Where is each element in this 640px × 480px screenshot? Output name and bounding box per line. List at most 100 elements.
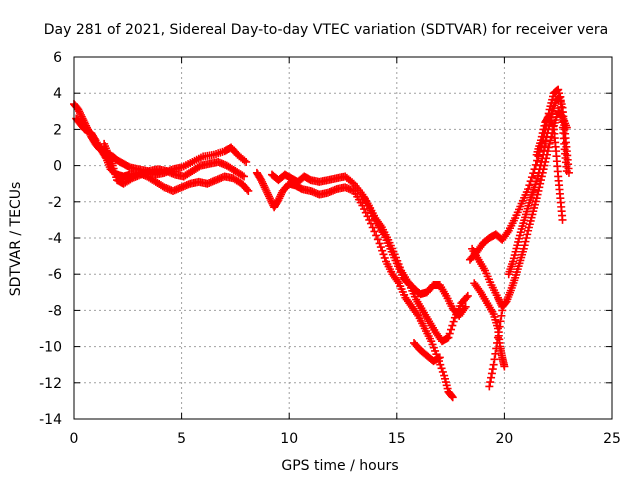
data-point [500, 362, 509, 371]
series-track-k [485, 306, 507, 391]
data-point [261, 185, 270, 194]
tick-labels: 0 5 10 15 20 25 -14 -12 -10 -8 -6 -4 -2 0 2 4 6 [39, 50, 621, 447]
y-tick-label: -6 [48, 267, 62, 283]
data-point [448, 393, 457, 402]
data-point [489, 360, 498, 369]
data-point [448, 321, 457, 330]
data-point [240, 172, 249, 181]
series-track-e [267, 170, 470, 320]
data-point [488, 365, 497, 374]
data-point [368, 223, 377, 232]
data-point [536, 176, 545, 185]
data-point [485, 382, 494, 391]
data-point [538, 129, 547, 138]
data-point [494, 328, 503, 337]
data-point [413, 310, 422, 319]
data-point [462, 293, 471, 302]
data-point [503, 228, 512, 237]
data-point [257, 176, 266, 185]
data-point [554, 85, 563, 94]
data-point [447, 392, 456, 401]
data-point [558, 215, 567, 224]
data-point [519, 244, 528, 253]
x-tick-label: 0 [70, 431, 79, 447]
data-point [258, 179, 267, 188]
data-point [435, 353, 444, 362]
data-point [486, 378, 495, 387]
data-point [537, 157, 546, 166]
data-point [527, 173, 536, 182]
data-point [379, 250, 388, 259]
data-point [498, 306, 507, 315]
data-point [521, 237, 530, 246]
data-point [445, 329, 454, 338]
data-point [493, 333, 502, 342]
data-point [495, 297, 504, 306]
data-point [373, 235, 382, 244]
data-point [274, 195, 283, 204]
data-point [493, 293, 502, 302]
data-point [494, 295, 503, 304]
data-point [372, 231, 381, 240]
data-point [537, 132, 546, 141]
data-point [490, 355, 499, 364]
series-track-d [252, 168, 457, 402]
grid-lines [74, 57, 612, 419]
y-tick-label: -10 [39, 340, 62, 356]
data-point [75, 107, 84, 116]
x-tick-label: 15 [388, 431, 406, 447]
series-track-c [100, 139, 249, 188]
y-axis-label: SDTVAR / TECUs [8, 182, 24, 297]
data-point [240, 156, 249, 165]
data-point [495, 322, 504, 331]
x-axis-label: GPS time / hours [281, 458, 398, 474]
data-point [562, 167, 571, 176]
data-point [436, 360, 445, 369]
y-tick-label: 6 [53, 50, 62, 66]
data-point [74, 105, 83, 114]
data-point [539, 146, 548, 155]
series-track-g [410, 338, 444, 366]
data-point [76, 109, 85, 118]
data-point [243, 185, 252, 194]
data-point [449, 317, 458, 326]
data-point [264, 190, 273, 199]
data-point [365, 215, 374, 224]
data-point [260, 183, 269, 192]
data-point [258, 177, 267, 186]
y-tick-label: -14 [39, 412, 62, 428]
data-point [265, 194, 274, 203]
data-point [238, 171, 247, 180]
data-point [540, 121, 549, 130]
data-point [444, 333, 453, 342]
series-track-m [532, 110, 567, 224]
data-point [536, 161, 545, 170]
x-tick-label: 20 [495, 431, 513, 447]
y-tick-label: -4 [48, 231, 62, 247]
data-point [370, 227, 379, 236]
data-point [438, 367, 447, 376]
series-track-f [360, 194, 472, 346]
data-point [541, 137, 550, 146]
y-tick-label: -8 [48, 303, 62, 319]
data-point [539, 125, 548, 134]
data-point [76, 110, 85, 119]
data-point [491, 349, 500, 358]
data-point [496, 317, 505, 326]
x-tick-label: 5 [177, 431, 186, 447]
plot-frame [73, 56, 613, 420]
y-tick-label: 2 [53, 122, 62, 138]
data-point [275, 194, 284, 203]
data-point [523, 230, 532, 239]
data-point [276, 192, 285, 201]
data-point [77, 112, 86, 121]
data-point [534, 186, 543, 195]
data-point [544, 143, 553, 152]
data-point [497, 311, 506, 320]
y-tick-label: 4 [53, 86, 62, 102]
data-point [277, 190, 286, 199]
data-point [375, 239, 384, 248]
data-point [244, 186, 253, 195]
y-tick-label: 0 [53, 159, 62, 175]
